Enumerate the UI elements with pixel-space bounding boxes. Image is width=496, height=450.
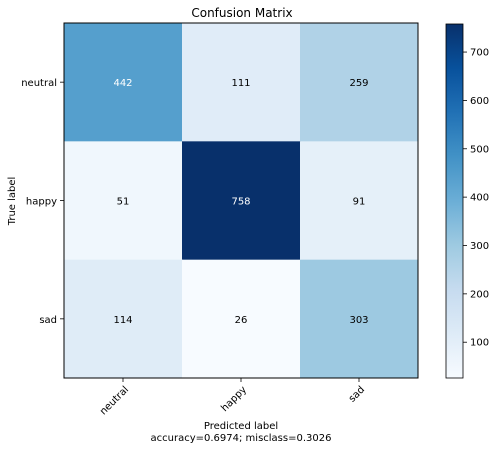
heatmap-cell (182, 141, 301, 261)
x-tick-label: happy (219, 384, 249, 414)
cell-value-label: 26 (235, 315, 248, 326)
y-axis-ticks: neutral happy sad (21, 78, 64, 326)
cell-value-label: 758 (231, 197, 250, 208)
heatmap-cell (300, 259, 419, 379)
x-tick-label: neutral (98, 384, 131, 417)
heatmap-cell (64, 141, 183, 261)
cell-value-label: 303 (349, 315, 368, 326)
colorbar-tick-label: 500 (470, 144, 489, 155)
cell-value-label: 114 (113, 315, 132, 326)
chart-title: Confusion Matrix (191, 6, 292, 20)
colorbar-tick-label: 600 (470, 96, 489, 107)
colorbar-tick-label: 400 (470, 193, 489, 204)
y-axis-label: True label (7, 177, 18, 227)
colorbar-tick-label: 700 (470, 48, 489, 59)
heatmap-cell (64, 259, 183, 379)
x-tick-label: sad (347, 384, 367, 404)
cell-value-label: 111 (231, 78, 250, 89)
heatmap-cell (64, 23, 183, 142)
heatmap-cells: 442 111 259 51 758 91 114 26 303 (64, 23, 419, 379)
heatmap-cell (182, 259, 301, 379)
heatmap-cell (182, 23, 301, 142)
colorbar-tick-label: 100 (470, 338, 489, 349)
x-axis-sublabel: accuracy=0.6974; misclass=0.3026 (151, 433, 332, 444)
colorbar-tick-label: 200 (470, 289, 489, 300)
colorbar-tick-label: 300 (470, 241, 489, 252)
heatmap-cell (300, 141, 419, 261)
cell-value-label: 259 (349, 78, 368, 89)
heatmap-cell (300, 23, 419, 142)
x-axis-ticks: neutral happy sad (98, 378, 367, 417)
y-tick-label: happy (26, 197, 57, 208)
cell-value-label: 51 (117, 197, 130, 208)
y-tick-label: sad (39, 315, 57, 326)
cell-value-label: 91 (353, 197, 366, 208)
cell-value-label: 442 (113, 78, 132, 89)
colorbar (445, 23, 464, 379)
y-tick-label: neutral (21, 78, 57, 89)
x-axis-label: Predicted label (204, 421, 278, 432)
colorbar-ticks: 100 200 300 400 500 600 700 (463, 48, 489, 349)
